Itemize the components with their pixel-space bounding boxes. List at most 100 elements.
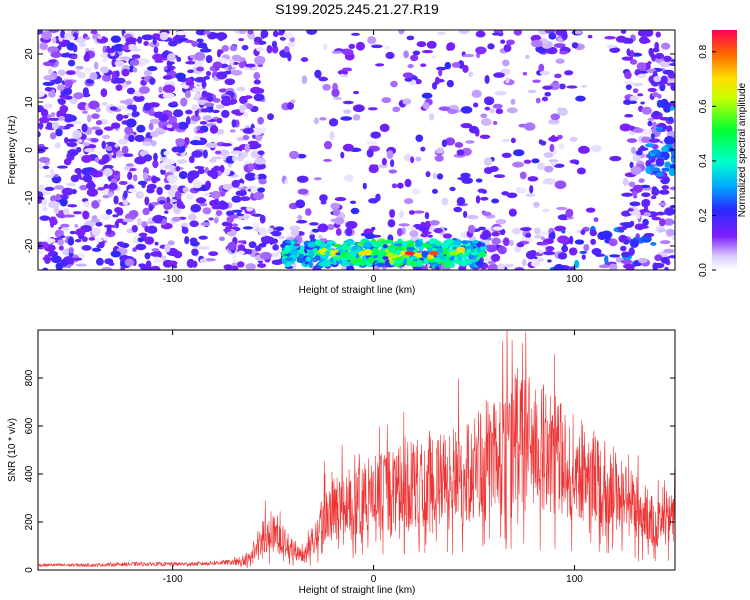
heatmap-spot: [177, 121, 189, 130]
heatmap-spot: [329, 131, 335, 141]
heatmap-spot: [373, 257, 380, 261]
heatmap-spot: [191, 104, 198, 112]
heatmap-spot: [40, 191, 51, 196]
heatmap-spot: [438, 68, 443, 77]
heatmap-spot: [403, 198, 414, 205]
heatmap-spot: [652, 47, 660, 53]
heatmap-spot: [574, 161, 579, 165]
heatmap-spot: [522, 258, 527, 267]
heatmap-spot: [569, 235, 574, 245]
heatmap-spot: [652, 262, 665, 269]
heatmap-spot: [186, 258, 195, 268]
heatmap-spot: [114, 143, 119, 148]
heatmap-spot: [513, 30, 523, 36]
heatmap-spot: [224, 78, 235, 86]
heatmap-spot: [661, 167, 671, 172]
heatmap-spot: [211, 190, 221, 200]
heatmap-spot: [162, 51, 169, 58]
heatmap-spot: [142, 207, 150, 216]
y-tick-label: 600: [24, 417, 35, 434]
heatmap-spot: [43, 103, 53, 109]
heatmap-spot: [70, 174, 80, 183]
heatmap-spot: [162, 75, 173, 80]
heatmap-spot: [214, 150, 222, 155]
heatmap-spot: [166, 196, 171, 205]
heatmap-spot: [42, 165, 50, 170]
heatmap-spot: [150, 265, 161, 270]
heatmap-spot: [629, 59, 638, 65]
heatmap-spot: [666, 229, 675, 236]
heatmap-spot: [622, 178, 629, 186]
heatmap-spot: [238, 30, 247, 35]
heatmap-spot: [658, 189, 670, 195]
heatmap-spot: [148, 122, 154, 131]
heatmap-spot: [561, 32, 568, 40]
heatmap-spot: [589, 229, 597, 237]
heatmap-spot: [49, 216, 57, 225]
heatmap-spot: [297, 188, 309, 195]
heatmap-spot: [258, 243, 267, 248]
heatmap-spot: [243, 111, 249, 118]
heatmap-spot: [375, 63, 385, 67]
heatmap-spot: [663, 218, 675, 226]
heatmap-spot: [510, 98, 516, 105]
heatmap-spot: [218, 149, 230, 157]
heatmap-spot: [547, 118, 560, 125]
heatmap-spot: [575, 95, 586, 102]
heatmap-spot: [256, 263, 267, 268]
heatmap-spot: [385, 51, 395, 60]
heatmap-spot: [550, 161, 557, 166]
heatmap-spot: [541, 96, 549, 102]
heatmap-spot: [540, 230, 548, 236]
heatmap-spot: [475, 30, 486, 38]
heatmap-spot: [300, 57, 309, 62]
heatmap-spot: [271, 230, 282, 237]
heatmap-spot: [127, 44, 138, 51]
heatmap-spot: [239, 196, 251, 202]
heatmap-spot: [184, 236, 190, 245]
heatmap-spot: [42, 207, 48, 212]
heatmap-spot: [318, 262, 327, 266]
heatmap-spot: [491, 231, 500, 237]
heatmap-spot: [109, 106, 118, 111]
heatmap-spot: [632, 128, 645, 134]
heatmap-spot: [406, 35, 415, 41]
heatmap-spot: [420, 221, 426, 227]
heatmap-spot: [328, 240, 336, 245]
heatmap-spot: [209, 32, 220, 39]
heatmap-spot: [399, 210, 404, 219]
heatmap-spot: [527, 89, 537, 94]
heatmap-spot: [421, 92, 433, 99]
heatmap-spot: [436, 147, 444, 153]
heatmap-spot: [63, 214, 76, 218]
heatmap-spot: [60, 259, 69, 267]
heatmap-spot: [313, 247, 318, 254]
heatmap-spot: [192, 179, 203, 189]
heatmap-spot: [404, 178, 412, 188]
heatmap-spot: [84, 36, 90, 40]
heatmap-spot: [557, 38, 562, 42]
heatmap-spot: [167, 260, 178, 266]
heatmap-spot: [431, 55, 437, 60]
heatmap-spot: [503, 44, 512, 53]
heatmap-spot: [471, 89, 482, 98]
heatmap-spot: [506, 39, 515, 46]
heatmap-spot: [66, 35, 75, 41]
heatmap-spot: [317, 223, 329, 233]
heatmap-spot: [129, 59, 140, 66]
heatmap-spot: [86, 114, 92, 123]
heatmap-spot: [547, 259, 552, 263]
heatmap-spot: [248, 241, 257, 249]
heatmap-spot: [402, 72, 414, 79]
heatmap-spot: [510, 137, 516, 144]
heatmap-spot: [126, 87, 136, 95]
heatmap-spot: [486, 100, 491, 105]
heatmap-spot: [487, 263, 499, 270]
heatmap-spot: [230, 69, 243, 76]
heatmap-spot: [659, 240, 671, 245]
heatmap-spot: [166, 124, 173, 129]
heatmap-spot: [156, 186, 163, 196]
heatmap-spot: [425, 171, 431, 178]
heatmap-spot: [501, 191, 509, 196]
heatmap-spot: [524, 122, 536, 131]
